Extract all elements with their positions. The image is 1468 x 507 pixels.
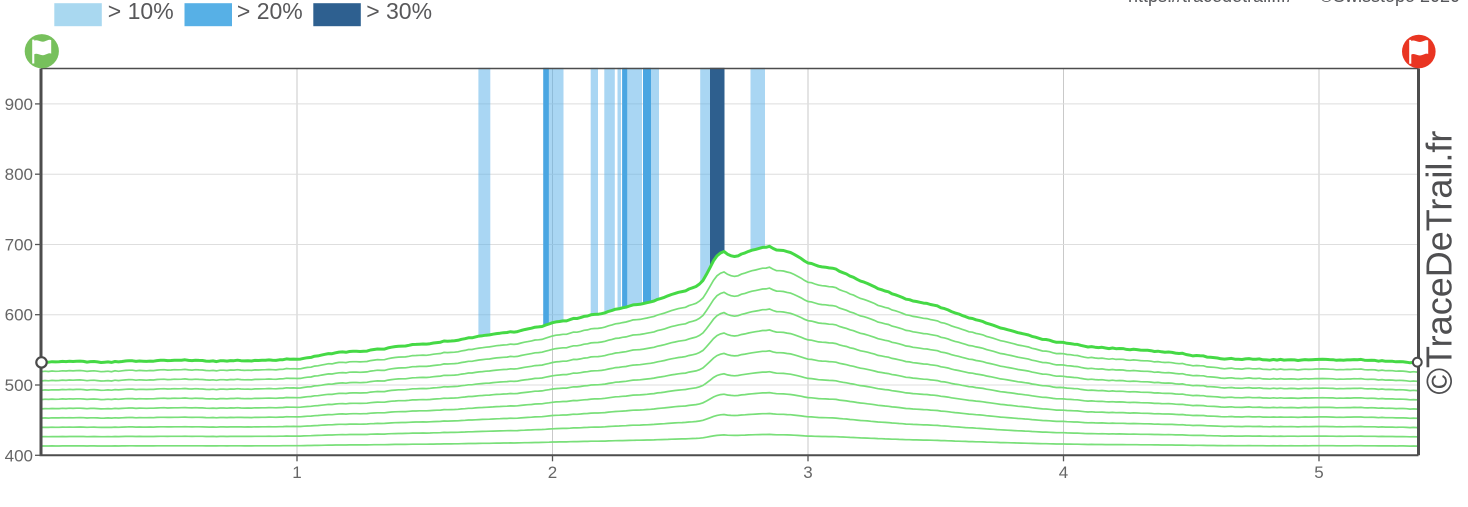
svg-text:2: 2: [548, 463, 557, 482]
svg-text:> 10%: > 10%: [108, 0, 174, 24]
svg-text:3: 3: [803, 463, 812, 482]
svg-text:400: 400: [5, 446, 33, 465]
svg-text:https://tracedetrail.fr/: https://tracedetrail.fr/: [1128, 0, 1292, 6]
svg-text:500: 500: [5, 376, 33, 395]
svg-text:700: 700: [5, 236, 33, 255]
svg-text:©TraceDeTrail.fr: ©TraceDeTrail.fr: [1419, 131, 1460, 395]
svg-text:> 30%: > 30%: [366, 0, 432, 24]
svg-text:600: 600: [5, 306, 33, 325]
svg-text:800: 800: [5, 165, 33, 184]
svg-text:©Swisstopo 2020: ©Swisstopo 2020: [1320, 0, 1460, 6]
svg-text:> 20%: > 20%: [237, 0, 303, 24]
svg-text:5: 5: [1314, 463, 1323, 482]
svg-text:900: 900: [5, 95, 33, 114]
svg-text:1: 1: [292, 463, 301, 482]
svg-text:4: 4: [1059, 463, 1068, 482]
